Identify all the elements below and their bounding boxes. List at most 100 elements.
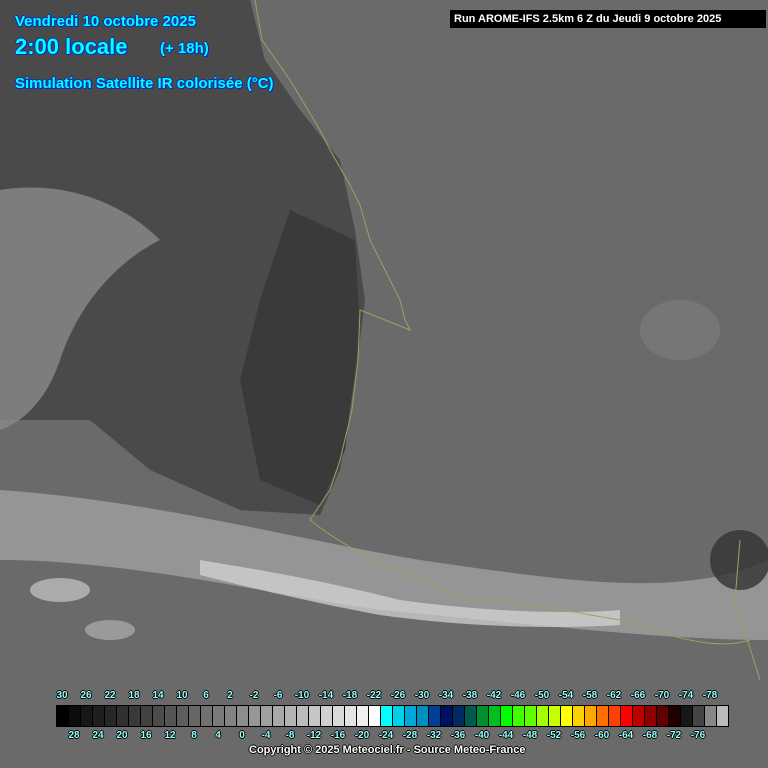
scale-label-bottom: -28	[402, 730, 418, 741]
scale-label-top: -62	[606, 690, 622, 701]
scale-label-bottom: -48	[522, 730, 538, 741]
color-scale-cell	[141, 706, 153, 726]
color-scale-cell	[153, 706, 165, 726]
color-scale-cell	[201, 706, 213, 726]
scale-label-top: 2	[227, 690, 233, 701]
color-scale-cell	[105, 706, 117, 726]
scale-label-top: -18	[342, 690, 358, 701]
scale-label-bottom: -16	[330, 730, 346, 741]
scale-label-top: -70	[654, 690, 670, 701]
color-scale-cell	[405, 706, 417, 726]
scale-label-top: -30	[414, 690, 430, 701]
scale-label-top: -58	[582, 690, 598, 701]
scale-label-bottom: -20	[354, 730, 370, 741]
forecast-time: 2:00 locale	[15, 34, 128, 59]
color-scale-cell	[657, 706, 669, 726]
product-title: Simulation Satellite IR colorisée (°C)	[15, 75, 274, 92]
color-scale-cell	[129, 706, 141, 726]
forecast-date: Vendredi 10 octobre 2025	[15, 13, 196, 30]
color-scale-cell	[693, 706, 705, 726]
scale-label-bottom: 16	[140, 730, 152, 741]
color-scale-cell	[93, 706, 105, 726]
scale-label-bottom: -32	[426, 730, 442, 741]
color-scale-cell	[717, 706, 728, 726]
color-scale-cell	[345, 706, 357, 726]
color-scale-cell	[381, 706, 393, 726]
color-scale-cell	[585, 706, 597, 726]
color-scale-cell	[609, 706, 621, 726]
scale-label-top: 26	[80, 690, 92, 701]
color-scale-cell	[309, 706, 321, 726]
scale-label-bottom: -12	[306, 730, 322, 741]
scale-label-bottom: 20	[116, 730, 128, 741]
scale-label-top: -38	[462, 690, 478, 701]
scale-label-top: -66	[630, 690, 646, 701]
color-scale-cell	[297, 706, 309, 726]
color-scale-cell	[477, 706, 489, 726]
color-scale-cell	[369, 706, 381, 726]
color-scale-cell	[453, 706, 465, 726]
color-scale-cell	[393, 706, 405, 726]
scale-label-top: -14	[318, 690, 334, 701]
scale-label-bottom: -72	[666, 730, 682, 741]
border-line-east	[734, 539, 761, 681]
scale-label-top: -42	[486, 690, 502, 701]
color-scale-cell	[549, 706, 561, 726]
scale-label-bottom: 28	[68, 730, 80, 741]
border-line	[309, 519, 751, 645]
scale-label-top: -22	[366, 690, 382, 701]
coastline	[254, 0, 412, 521]
color-scale-cell	[165, 706, 177, 726]
color-scale-cell	[429, 706, 441, 726]
cloud-highlights	[200, 560, 620, 627]
color-scale-cell	[621, 706, 633, 726]
color-scale-cell	[465, 706, 477, 726]
color-scale-cell	[249, 706, 261, 726]
scale-label-bottom: 4	[215, 730, 221, 741]
color-scale-cell	[273, 706, 285, 726]
scale-label-top: -46	[510, 690, 526, 701]
color-scale-cell	[645, 706, 657, 726]
color-scale-cell	[489, 706, 501, 726]
color-scale-cell	[285, 706, 297, 726]
scale-label-top: 10	[176, 690, 188, 701]
scale-label-bottom: -44	[498, 730, 514, 741]
color-scale-cell	[501, 706, 513, 726]
color-scale-cell	[189, 706, 201, 726]
scale-label-top: 30	[56, 690, 68, 701]
color-scale-cell	[225, 706, 237, 726]
scale-label-top: -54	[558, 690, 574, 701]
scale-label-bottom: 0	[239, 730, 245, 741]
color-scale-cell	[537, 706, 549, 726]
scale-label-top: -2	[249, 690, 259, 701]
scale-label-top: -50	[534, 690, 550, 701]
scale-label-bottom: 12	[164, 730, 176, 741]
color-scale-cell	[321, 706, 333, 726]
scale-label-bottom: -36	[450, 730, 466, 741]
scale-label-top: 14	[152, 690, 164, 701]
color-scale-cell	[261, 706, 273, 726]
color-scale-cell	[417, 706, 429, 726]
color-scale-cell	[57, 706, 69, 726]
scale-label-top: 6	[203, 690, 209, 701]
color-scale-cell	[597, 706, 609, 726]
scale-label-top: -26	[390, 690, 406, 701]
scale-label-bottom: -40	[474, 730, 490, 741]
scale-label-top: 18	[128, 690, 140, 701]
scale-label-bottom: 8	[191, 730, 197, 741]
scale-label-bottom: -76	[690, 730, 706, 741]
scale-label-top: -74	[678, 690, 694, 701]
color-scale-cell	[237, 706, 249, 726]
color-scale-cell	[213, 706, 225, 726]
color-scale-cell	[561, 706, 573, 726]
color-scale-cell	[81, 706, 93, 726]
scale-label-top: -78	[702, 690, 718, 701]
color-scale-cell	[117, 706, 129, 726]
scale-label-bottom: 24	[92, 730, 104, 741]
scale-label-bottom: -24	[378, 730, 394, 741]
color-scale-cell	[705, 706, 717, 726]
scale-label-bottom: -56	[570, 730, 586, 741]
color-scale-bar	[56, 705, 729, 727]
color-scale-cell	[177, 706, 189, 726]
